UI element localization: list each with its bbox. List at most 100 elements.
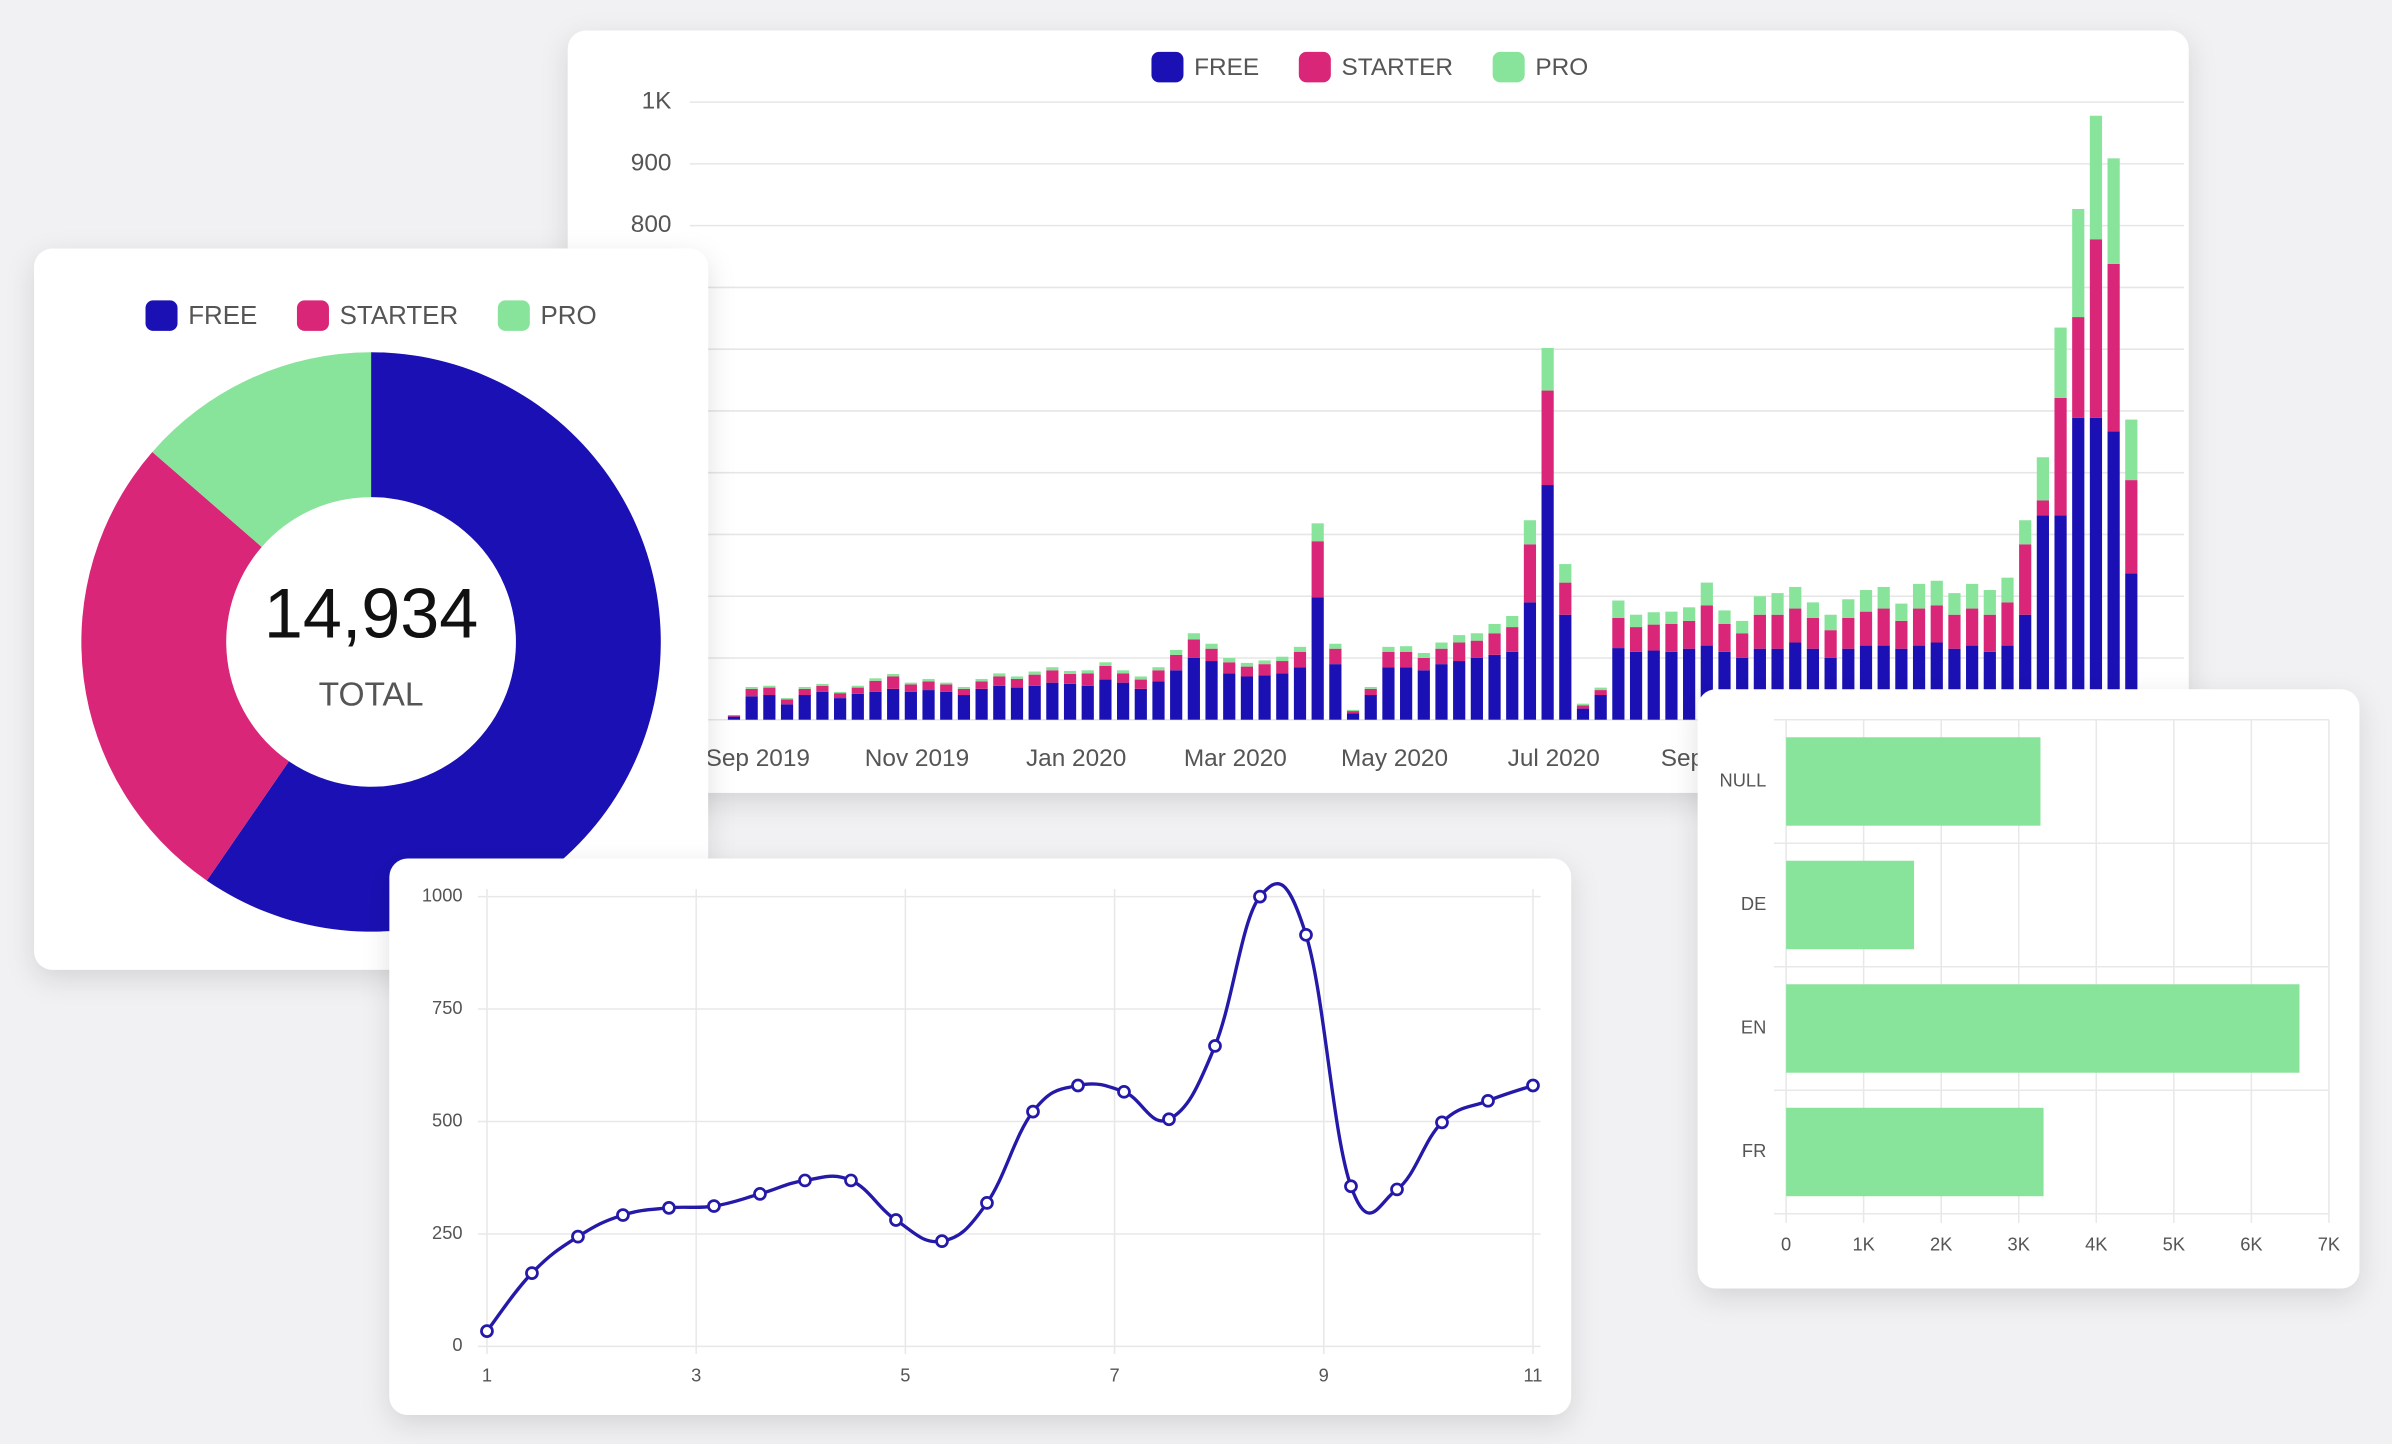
bar-segment [869, 691, 882, 720]
bar-segment [957, 686, 971, 689]
bar-segment [957, 695, 971, 720]
bar-segment [745, 696, 758, 720]
point [935, 1234, 949, 1249]
bar-segment [798, 686, 811, 689]
bar-segment [2072, 208, 2085, 318]
bar-segment [1912, 583, 1926, 609]
x-tick-label: Nov 2019 [865, 745, 969, 772]
bar-segment [1293, 646, 1307, 652]
bar-segment [1258, 660, 1271, 665]
bar-segment [1771, 614, 1784, 649]
bar-segment [1417, 657, 1430, 671]
bar-segment [1382, 651, 1395, 668]
bar-segment [1594, 687, 1607, 691]
bar-segment [1258, 664, 1271, 676]
bar [1786, 1107, 2044, 1197]
donut-total-label: TOTAL [319, 677, 424, 714]
legend-label: STARTER [340, 302, 459, 330]
bar-segment [1346, 711, 1360, 714]
x-tick-label: 3K [2008, 1234, 2030, 1255]
point [480, 1324, 494, 1338]
bar-segment [763, 685, 776, 688]
point [1526, 1078, 1540, 1093]
bar-segment [1240, 662, 1254, 667]
bar-segment [2072, 317, 2085, 418]
bar-segment [1523, 520, 1537, 545]
point [1481, 1093, 1495, 1108]
point [844, 1173, 858, 1188]
x-tick-label: Mar 2020 [1184, 745, 1287, 772]
bar-segment [1665, 651, 1678, 720]
x-tick-label: 5 [900, 1365, 910, 1386]
bar-segment [1700, 582, 1713, 606]
legend-swatch [497, 300, 530, 331]
bar [1786, 737, 2041, 826]
y-tick-label: FR [1742, 1140, 1766, 1161]
bar-segment [2107, 263, 2120, 432]
point [1435, 1115, 1449, 1130]
bar-segment [1576, 705, 1590, 709]
card [389, 858, 1572, 1416]
y-tick-label: 750 [432, 997, 463, 1018]
bar [1786, 984, 2300, 1073]
bar-segment [1594, 695, 1607, 720]
bar-segment [1240, 676, 1254, 720]
bar-segment [1028, 671, 1041, 675]
bar-segment [2036, 500, 2049, 516]
bar-segment [1541, 347, 1554, 391]
y-tick-label: 500 [432, 1109, 463, 1130]
bar-segment [1117, 673, 1130, 683]
y-tick-label: 800 [631, 211, 672, 238]
bar-segment [1912, 608, 1926, 646]
bar-segment [1753, 596, 1766, 615]
bar-segment [834, 691, 847, 694]
bar-segment [1311, 597, 1324, 720]
bar-segment [851, 685, 864, 688]
x-tick-label: 1 [482, 1365, 492, 1386]
bar-segment [1152, 670, 1165, 682]
bar-segment [1382, 646, 1395, 652]
bar-segment [975, 688, 988, 720]
x-tick-label: 7K [2318, 1234, 2340, 1255]
bar-segment [1152, 681, 1165, 720]
bar-segment [1152, 667, 1165, 671]
bar-segment [1859, 611, 1873, 646]
bar-segment [1612, 600, 1625, 618]
point [662, 1201, 676, 1215]
bar-segment [1435, 664, 1448, 720]
legend-swatch [296, 300, 329, 331]
bar-segment [763, 687, 776, 696]
bar-segment [1081, 673, 1094, 686]
bar-segment [1311, 541, 1324, 598]
y-tick-label: 0 [452, 1334, 462, 1355]
bar-segment [816, 683, 829, 686]
bar-segment [922, 681, 935, 691]
bar-segment [1117, 670, 1130, 674]
bar-segment [1683, 607, 1696, 621]
bar-segment [1806, 617, 1820, 649]
bar-segment [1028, 685, 1041, 720]
point [571, 1229, 585, 1244]
bar-segment [1063, 683, 1077, 720]
bar-segment [904, 682, 917, 685]
bar-segment [1293, 667, 1307, 720]
bar-segment [2036, 515, 2049, 720]
bar-segment [727, 715, 741, 717]
bar-segment [1417, 653, 1430, 658]
y-tick-label: 900 [631, 149, 672, 176]
bar-segment [1382, 667, 1395, 720]
bar-segment [1081, 670, 1094, 674]
bar-segment [1859, 590, 1873, 612]
bar-segment [1488, 654, 1501, 720]
bar-segment [1488, 633, 1501, 655]
bar-segment [1948, 593, 1961, 615]
bar-segment [1789, 608, 1802, 643]
x-tick-label: 4K [2085, 1234, 2107, 1255]
bar-segment [1046, 670, 1059, 683]
bar-segment [1647, 624, 1660, 651]
y-tick-label: DE [1741, 893, 1766, 914]
bar-segment [2072, 417, 2085, 720]
y-tick-label: NULL [1720, 769, 1767, 790]
bar-segment [887, 688, 900, 720]
bar-segment [940, 684, 953, 692]
